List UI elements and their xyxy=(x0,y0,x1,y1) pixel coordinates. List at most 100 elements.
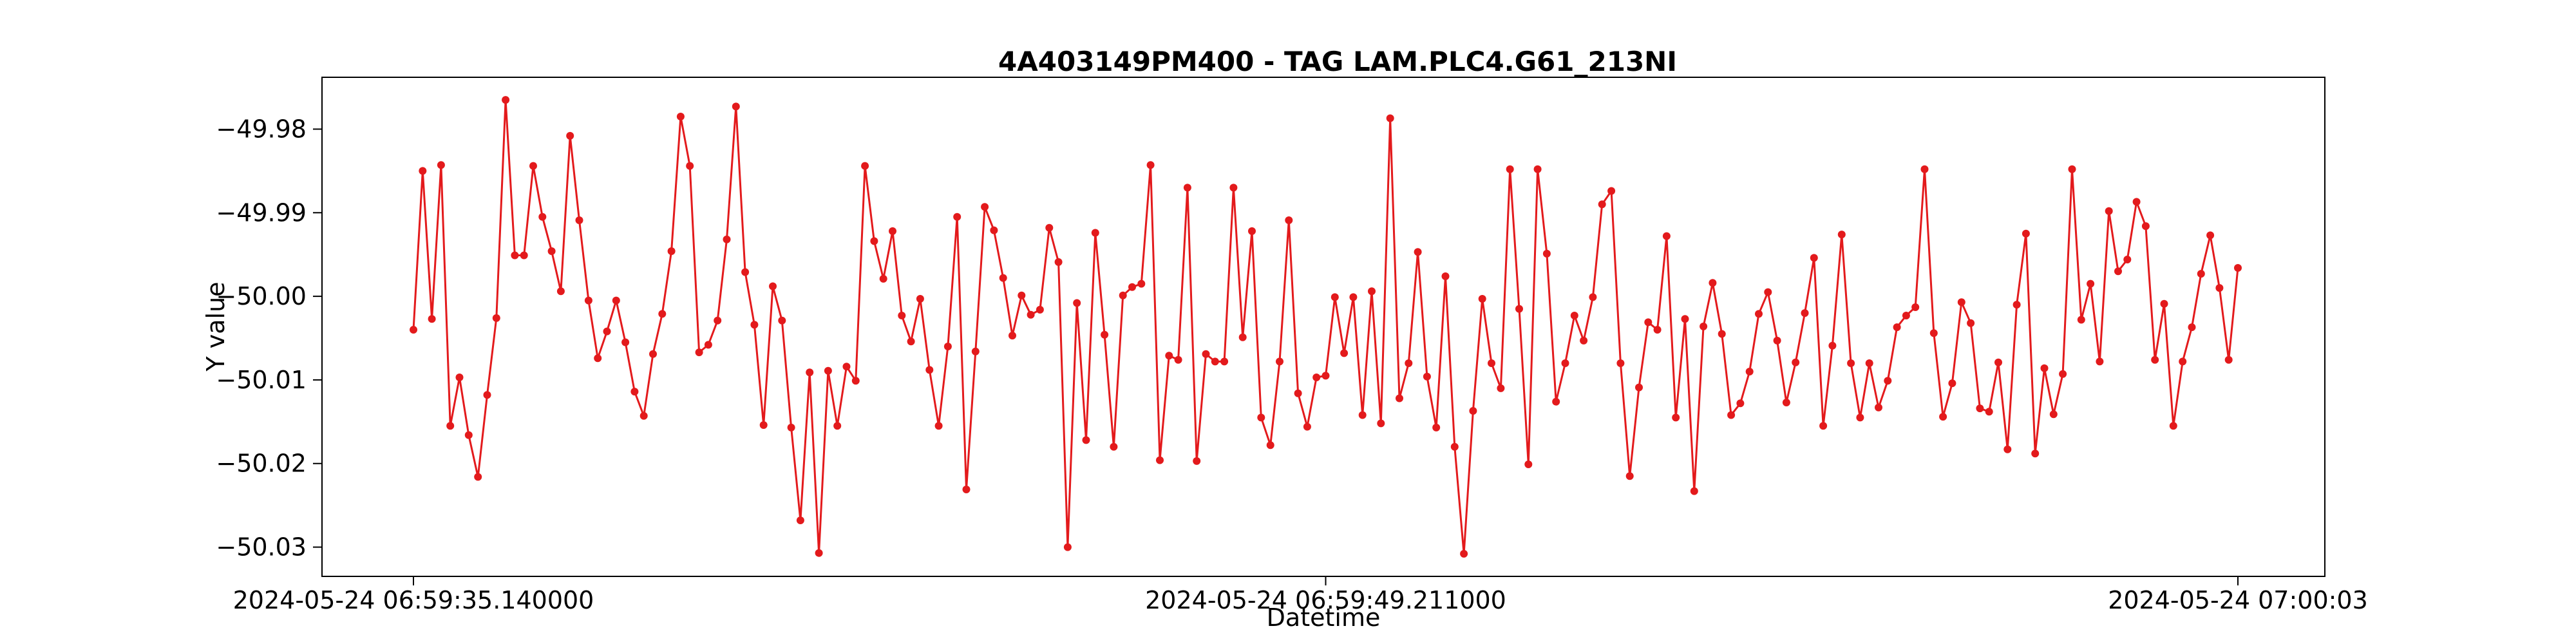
plot-area xyxy=(321,77,2325,577)
data-point xyxy=(2003,445,2012,453)
data-point xyxy=(446,422,455,430)
data-point xyxy=(842,363,851,371)
data-point xyxy=(1101,330,1109,339)
data-point xyxy=(704,341,712,349)
data-point xyxy=(566,131,574,140)
data-point xyxy=(778,316,786,325)
data-point xyxy=(410,326,417,334)
data-point xyxy=(2059,370,2067,378)
data-point xyxy=(1386,114,1394,122)
data-point xyxy=(520,251,528,260)
data-point xyxy=(1238,333,1247,341)
y-tick-label: −49.99 xyxy=(216,198,307,227)
data-point xyxy=(759,421,768,429)
data-point xyxy=(1423,372,1431,381)
data-point xyxy=(769,282,777,290)
data-point xyxy=(1063,543,1072,551)
y-tick-label: −50.02 xyxy=(216,450,307,478)
data-point xyxy=(1635,383,1643,392)
data-point xyxy=(2049,410,2058,419)
y-tick-label: −50.00 xyxy=(216,282,307,310)
data-point xyxy=(1036,305,1044,314)
data-point xyxy=(1709,279,1717,287)
data-point xyxy=(1257,413,1265,422)
data-point xyxy=(575,216,583,224)
data-point xyxy=(1810,254,1818,262)
data-point xyxy=(833,422,842,430)
data-point xyxy=(2022,229,2030,238)
data-point xyxy=(630,388,639,396)
data-point xyxy=(1672,413,1680,422)
data-point xyxy=(732,102,740,111)
data-point xyxy=(962,486,971,493)
data-point xyxy=(1967,319,1975,327)
data-point xyxy=(658,310,667,318)
data-point xyxy=(815,549,823,557)
data-point xyxy=(1625,472,1634,480)
data-point xyxy=(1331,293,1339,301)
data-point xyxy=(1211,357,1219,366)
data-point xyxy=(1856,413,1864,422)
data-point xyxy=(649,350,657,358)
x-tick-label: 2024-05-24 06:59:49.211000 xyxy=(1145,586,1506,614)
data-point xyxy=(1515,305,1523,313)
data-point xyxy=(1506,165,1514,173)
data-point xyxy=(861,162,869,170)
y-axis-label: Y value xyxy=(202,281,230,372)
data-point xyxy=(1146,161,1155,169)
data-point xyxy=(1119,291,1127,299)
data-point xyxy=(1110,442,1118,451)
data-point xyxy=(2123,256,2132,263)
data-point xyxy=(1929,329,1938,337)
data-point xyxy=(1368,287,1376,296)
data-point xyxy=(714,316,722,325)
data-point xyxy=(2031,450,2040,458)
data-point xyxy=(907,337,915,346)
data-point xyxy=(1727,411,1736,419)
data-point xyxy=(1054,258,1063,266)
data-point xyxy=(2160,299,2168,308)
data-point xyxy=(943,343,952,350)
data-point xyxy=(437,161,445,169)
data-point xyxy=(925,366,934,374)
data-point xyxy=(1764,288,1772,296)
data-point xyxy=(1045,223,1054,232)
data-point xyxy=(796,516,804,524)
data-point xyxy=(529,162,537,170)
data-point xyxy=(1875,403,1882,412)
data-point xyxy=(594,354,602,363)
data-point xyxy=(1819,422,1828,430)
data-point xyxy=(898,312,906,319)
data-point xyxy=(1893,323,1901,332)
y-tick-label: −50.03 xyxy=(216,533,307,562)
data-point xyxy=(2188,323,2196,332)
x-tick-label: 2024-05-24 06:59:35.140000 xyxy=(233,586,594,614)
data-point xyxy=(1745,368,1754,375)
data-point xyxy=(1865,359,1873,367)
data-point xyxy=(1653,326,1662,334)
data-point xyxy=(1736,399,1745,408)
data-point xyxy=(1156,456,1164,464)
data-point xyxy=(1801,309,1809,317)
data-point xyxy=(1432,423,1441,431)
data-point xyxy=(686,162,694,170)
data-point xyxy=(1976,404,1984,413)
data-point xyxy=(971,347,980,355)
data-point xyxy=(676,113,685,120)
data-point xyxy=(1082,436,1090,444)
data-point xyxy=(2197,270,2205,278)
data-point xyxy=(1911,303,1920,311)
data-point xyxy=(2114,267,2122,276)
y-tick-label: −49.98 xyxy=(216,115,307,143)
data-point xyxy=(1644,318,1653,327)
plot-frame xyxy=(321,77,2325,577)
data-point xyxy=(1377,419,1385,428)
data-point xyxy=(538,213,547,221)
data-point xyxy=(750,321,759,329)
data-point xyxy=(1220,357,1229,366)
y-tick-label: −50.01 xyxy=(216,366,307,394)
data-point xyxy=(419,167,427,175)
data-point xyxy=(492,314,500,322)
data-point xyxy=(2087,279,2095,288)
